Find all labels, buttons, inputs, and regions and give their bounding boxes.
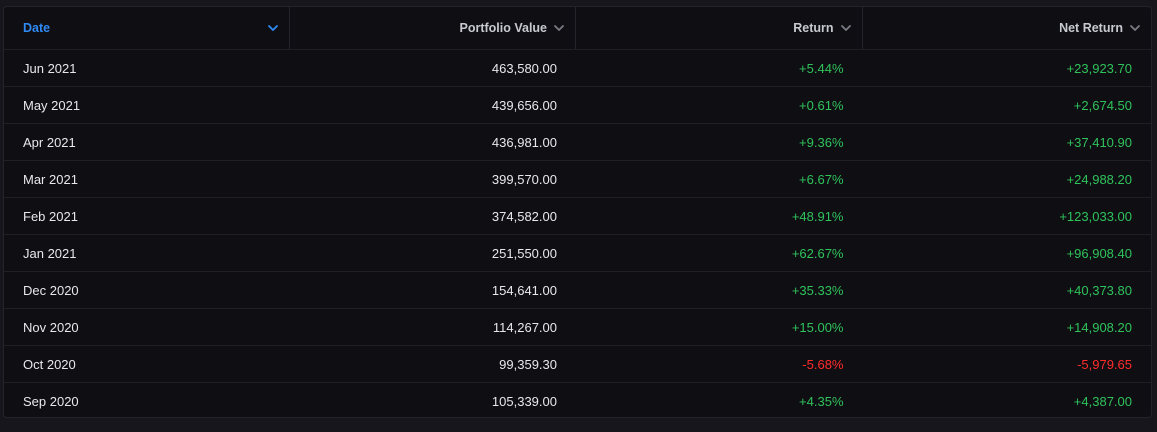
- portfolio-returns-table: Date Portfolio Value Return Net Return: [3, 6, 1152, 418]
- cell-return: +62.67%: [791, 245, 844, 261]
- cell-portfolio-value: 463,580.00: [491, 60, 557, 76]
- chevron-down-icon[interactable]: [1129, 22, 1141, 34]
- table-header: Date Portfolio Value Return Net Return: [4, 7, 1151, 50]
- cell-net-return: +40,373.80: [1066, 282, 1132, 298]
- cell-return: +9.36%: [799, 134, 844, 150]
- cell-return: -5.68%: [802, 356, 844, 372]
- chevron-down-icon[interactable]: [553, 22, 565, 34]
- cell-date: Sep 2020: [23, 394, 79, 409]
- cell-net-return: +24,988.20: [1066, 171, 1132, 187]
- column-header-label: Return: [793, 21, 834, 35]
- cell-net-return: +96,908.40: [1066, 245, 1132, 261]
- cell-portfolio-value: 251,550.00: [491, 245, 557, 261]
- column-header-net-return[interactable]: Net Return: [863, 7, 1151, 49]
- cell-portfolio-value: 154,641.00: [491, 282, 557, 298]
- cell-net-return: +14,908.20: [1066, 319, 1132, 335]
- cell-date: Oct 2020: [23, 356, 76, 372]
- cell-net-return: +2,674.50: [1073, 97, 1132, 113]
- cell-return: +15.00%: [791, 319, 844, 335]
- column-header-label: Date: [23, 21, 51, 35]
- table-row[interactable]: Apr 2021 436,981.00 +9.36% +37,410.90: [4, 124, 1151, 161]
- cell-portfolio-value: 436,981.00: [491, 134, 557, 150]
- cell-date: Apr 2021: [23, 134, 76, 150]
- table-row[interactable]: Feb 2021 374,582.00 +48.91% +123,033.00: [4, 198, 1151, 235]
- cell-net-return: +37,410.90: [1066, 134, 1132, 150]
- cell-portfolio-value: 439,656.00: [491, 97, 557, 113]
- table-row[interactable]: Oct 2020 99,359.30 -5.68% -5,979.65: [4, 346, 1151, 383]
- cell-return: +6.67%: [799, 171, 844, 187]
- cell-return: +4.35%: [799, 394, 844, 409]
- cell-portfolio-value: 105,339.00: [491, 394, 557, 409]
- cell-portfolio-value: 99,359.30: [499, 356, 557, 372]
- table-body: Jun 2021 463,580.00 +5.44% +23,923.70 Ma…: [4, 50, 1151, 417]
- column-header-label: Portfolio Value: [459, 21, 548, 35]
- table-row[interactable]: Dec 2020 154,641.00 +35.33% +40,373.80: [4, 272, 1151, 309]
- table-row[interactable]: Jun 2021 463,580.00 +5.44% +23,923.70: [4, 50, 1151, 87]
- cell-net-return: +4,387.00: [1073, 394, 1132, 409]
- cell-portfolio-value: 374,582.00: [491, 208, 557, 224]
- table-row[interactable]: May 2021 439,656.00 +0.61% +2,674.50: [4, 87, 1151, 124]
- cell-portfolio-value: 114,267.00: [492, 319, 557, 335]
- cell-net-return: +23,923.70: [1066, 60, 1132, 76]
- cell-date: Feb 2021: [23, 208, 78, 224]
- table-row[interactable]: Nov 2020 114,267.00 +15.00% +14,908.20: [4, 309, 1151, 346]
- cell-return: +0.61%: [799, 97, 844, 113]
- table-row[interactable]: Jan 2021 251,550.00 +62.67% +96,908.40: [4, 235, 1151, 272]
- cell-portfolio-value: 399,570.00: [491, 171, 557, 187]
- column-header-date[interactable]: Date: [4, 7, 290, 49]
- column-header-return[interactable]: Return: [576, 7, 863, 49]
- column-header-portfolio-value[interactable]: Portfolio Value: [290, 7, 577, 49]
- chevron-down-icon[interactable]: [840, 22, 852, 34]
- cell-return: +35.33%: [791, 282, 844, 298]
- cell-net-return: -5,979.65: [1077, 356, 1132, 372]
- cell-return: +5.44%: [799, 60, 844, 76]
- table-row[interactable]: Sep 2020 105,339.00 +4.35% +4,387.00: [4, 383, 1151, 417]
- cell-date: May 2021: [23, 97, 81, 113]
- column-header-label: Net Return: [1059, 21, 1123, 35]
- cell-date: Jun 2021: [23, 60, 77, 76]
- cell-date: Nov 2020: [23, 319, 79, 335]
- chevron-down-icon[interactable]: [267, 22, 279, 34]
- cell-return: +48.91%: [791, 208, 844, 224]
- cell-date: Dec 2020: [23, 282, 79, 298]
- cell-date: Jan 2021: [23, 245, 77, 261]
- table-row[interactable]: Mar 2021 399,570.00 +6.67% +24,988.20: [4, 161, 1151, 198]
- cell-date: Mar 2021: [23, 171, 78, 187]
- cell-net-return: +123,033.00: [1059, 208, 1132, 224]
